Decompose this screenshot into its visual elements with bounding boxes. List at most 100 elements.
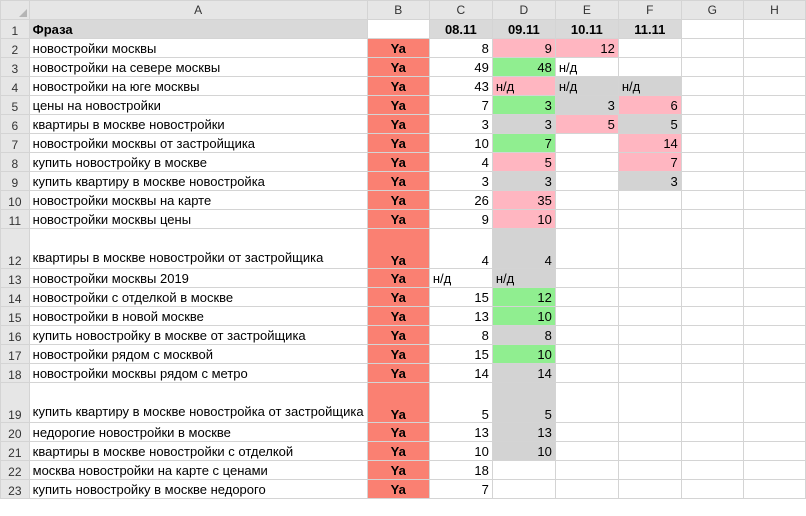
value-cell[interactable]: 3 (428, 171, 493, 191)
row-header[interactable]: 10 (0, 190, 30, 210)
engine-cell[interactable]: Ya (366, 95, 430, 115)
empty-cell[interactable] (742, 479, 806, 499)
row-header[interactable]: 23 (0, 479, 30, 499)
empty-cell[interactable] (742, 422, 806, 442)
empty-cell[interactable] (742, 57, 806, 77)
phrase-cell[interactable]: квартиры в москве новостройки (28, 114, 368, 134)
engine-cell[interactable]: Ya (366, 287, 430, 307)
row-header[interactable]: 3 (0, 57, 30, 77)
empty-cell[interactable] (742, 76, 806, 96)
empty-cell[interactable] (742, 344, 806, 364)
value-cell[interactable] (617, 268, 682, 288)
row-header[interactable]: 7 (0, 133, 30, 153)
value-cell[interactable]: 3 (491, 95, 556, 115)
empty-cell[interactable] (742, 325, 806, 345)
empty-cell[interactable] (742, 441, 806, 461)
column-header-e[interactable]: E (554, 0, 619, 20)
value-cell[interactable]: 12 (554, 38, 619, 58)
empty-cell[interactable] (680, 114, 744, 134)
phrase-cell[interactable]: новостройки москвы рядом с метро (28, 363, 368, 383)
engine-cell[interactable]: Ya (366, 382, 430, 423)
column-header-g[interactable]: G (680, 0, 744, 20)
value-cell[interactable]: 48 (491, 57, 556, 77)
engine-cell[interactable]: Ya (366, 228, 430, 269)
engine-cell[interactable]: Ya (366, 190, 430, 210)
row-header[interactable]: 9 (0, 171, 30, 191)
empty-cell[interactable] (742, 38, 806, 58)
engine-cell[interactable]: Ya (366, 133, 430, 153)
value-cell[interactable] (554, 460, 619, 480)
value-cell[interactable]: 4 (491, 228, 556, 269)
phrase-cell[interactable]: новостройки москвы цены (28, 209, 368, 229)
value-cell[interactable]: н/д (491, 268, 556, 288)
row-header[interactable]: 8 (0, 152, 30, 172)
row-header[interactable]: 21 (0, 441, 30, 461)
column-header-b[interactable]: B (366, 0, 430, 20)
empty-cell[interactable] (680, 287, 744, 307)
column-header-f[interactable]: F (617, 0, 682, 20)
value-cell[interactable]: 15 (428, 287, 493, 307)
empty-cell[interactable] (680, 479, 744, 499)
empty-cell[interactable] (680, 363, 744, 383)
empty-cell[interactable] (680, 76, 744, 96)
row-header[interactable]: 1 (0, 19, 30, 39)
value-cell[interactable]: 10 (491, 344, 556, 364)
value-cell[interactable]: 35 (491, 190, 556, 210)
value-cell[interactable] (554, 306, 619, 326)
value-cell[interactable]: 8 (491, 325, 556, 345)
value-cell[interactable] (554, 228, 619, 269)
value-cell[interactable] (617, 363, 682, 383)
value-cell[interactable] (554, 363, 619, 383)
empty-cell[interactable] (680, 422, 744, 442)
phrase-cell[interactable]: купить квартиру в москве новостройка от … (28, 382, 368, 423)
phrase-cell[interactable]: новостройки в новой москве (28, 306, 368, 326)
empty-cell[interactable] (680, 460, 744, 480)
engine-cell[interactable]: Ya (366, 344, 430, 364)
phrase-cell[interactable]: новостройки москвы (28, 38, 368, 58)
header-cell-phrase[interactable]: Фраза (28, 19, 368, 39)
header-cell-date[interactable]: 10.11 (554, 19, 619, 39)
column-header-h[interactable]: H (742, 0, 806, 20)
engine-cell[interactable]: Ya (366, 268, 430, 288)
row-header[interactable]: 16 (0, 325, 30, 345)
value-cell[interactable]: 3 (491, 171, 556, 191)
engine-cell[interactable]: Ya (366, 306, 430, 326)
engine-cell[interactable]: Ya (366, 460, 430, 480)
phrase-cell[interactable]: недорогие новостройки в москве (28, 422, 368, 442)
empty-cell[interactable] (680, 209, 744, 229)
empty-cell[interactable] (680, 95, 744, 115)
value-cell[interactable]: 43 (428, 76, 493, 96)
value-cell[interactable]: 6 (617, 95, 682, 115)
phrase-cell[interactable]: квартиры в москве новостройки с отделкой (28, 441, 368, 461)
empty-cell[interactable] (742, 133, 806, 153)
value-cell[interactable] (491, 460, 556, 480)
row-header[interactable]: 4 (0, 76, 30, 96)
value-cell[interactable]: 3 (617, 171, 682, 191)
value-cell[interactable] (554, 133, 619, 153)
value-cell[interactable]: 7 (617, 152, 682, 172)
value-cell[interactable]: 5 (491, 152, 556, 172)
value-cell[interactable] (554, 268, 619, 288)
header-cell-date[interactable]: 08.11 (428, 19, 493, 39)
phrase-cell[interactable]: новостройки на юге москвы (28, 76, 368, 96)
value-cell[interactable]: 3 (428, 114, 493, 134)
empty-cell[interactable] (742, 152, 806, 172)
row-header[interactable]: 15 (0, 306, 30, 326)
engine-cell[interactable]: Ya (366, 325, 430, 345)
value-cell[interactable] (617, 190, 682, 210)
value-cell[interactable] (554, 209, 619, 229)
value-cell[interactable] (617, 57, 682, 77)
engine-cell[interactable]: Ya (366, 152, 430, 172)
value-cell[interactable] (617, 287, 682, 307)
row-header[interactable]: 14 (0, 287, 30, 307)
header-cell-g[interactable] (680, 19, 744, 39)
value-cell[interactable] (617, 479, 682, 499)
empty-cell[interactable] (742, 190, 806, 210)
empty-cell[interactable] (742, 171, 806, 191)
value-cell[interactable] (554, 382, 619, 423)
value-cell[interactable]: 49 (428, 57, 493, 77)
value-cell[interactable]: 9 (428, 209, 493, 229)
empty-cell[interactable] (742, 228, 806, 269)
value-cell[interactable]: 5 (554, 114, 619, 134)
value-cell[interactable]: 8 (428, 38, 493, 58)
